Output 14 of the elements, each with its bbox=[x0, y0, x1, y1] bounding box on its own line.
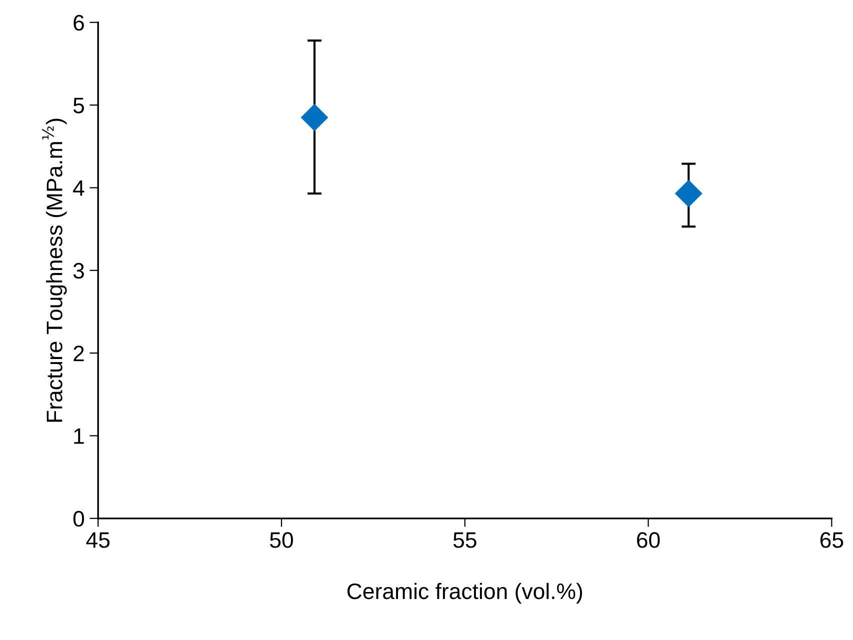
y-tick-label: 2 bbox=[74, 346, 84, 362]
x-tick-label: 50 bbox=[270, 532, 293, 548]
y-tick-label: 1 bbox=[74, 428, 84, 444]
y-tick-label: 4 bbox=[73, 180, 84, 196]
x-tick-label: 45 bbox=[86, 532, 110, 548]
y-axis-title: Fracture Toughness (MPa.m$^{½}$) bbox=[42, 118, 67, 422]
y-tick-label: 3 bbox=[73, 262, 84, 279]
x-tick-label: 55 bbox=[453, 532, 476, 548]
y-tick-label: 6 bbox=[74, 14, 84, 31]
y-tick-label: 5 bbox=[73, 98, 84, 114]
x-tick-label: 65 bbox=[820, 532, 844, 548]
x-axis-title: Ceramic fraction (vol.%) bbox=[347, 582, 582, 604]
y-tick-label: 0 bbox=[73, 510, 84, 527]
x-tick-label: 60 bbox=[637, 532, 660, 548]
